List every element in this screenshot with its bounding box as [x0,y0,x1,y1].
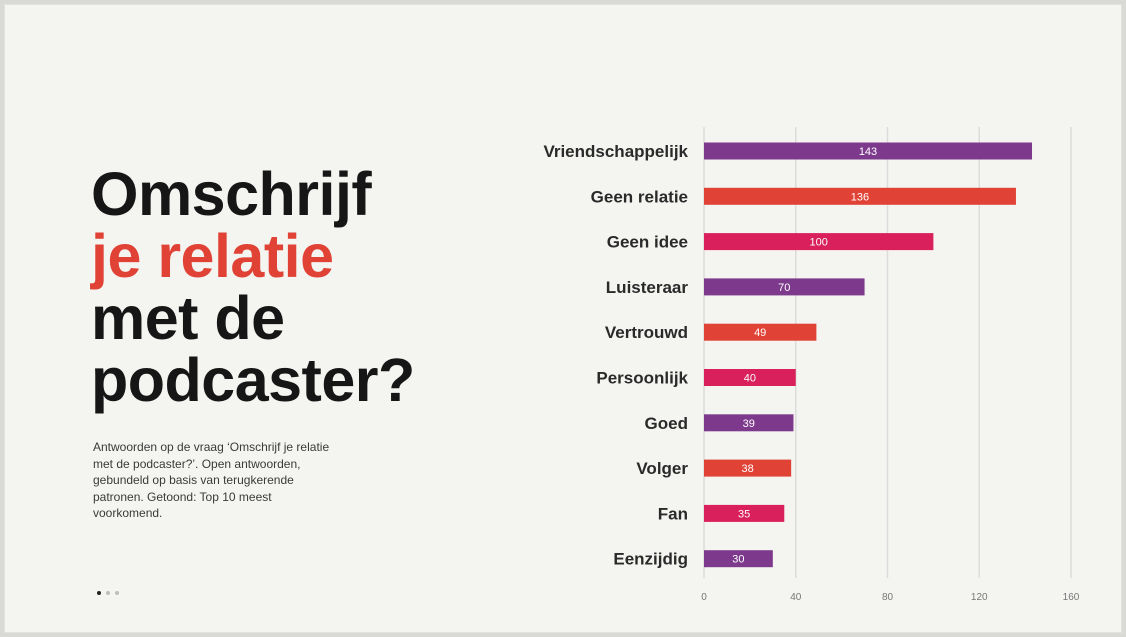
category-label: Volger [636,459,688,478]
category-labels: Vriendschappelijk Geen relatie Geen idee Lu… [543,142,688,569]
bar-geen-relatie [704,187,1016,205]
bar-value-label: 40 [744,373,756,385]
category-label: Persoonlijk [596,369,688,388]
category-label: Geen idee [607,233,688,252]
bar-volger [704,459,792,477]
bar-vertrouwd [704,323,817,341]
bar-luisteraar [704,278,865,296]
category-label: Fan [658,504,688,523]
title-line-3: met de [91,284,285,352]
title-line-1: Omschrijf [91,160,372,228]
pagination-dot-2[interactable] [106,591,110,595]
bar-value-label: 38 [741,463,753,475]
x-tick-label: 40 [790,592,802,603]
category-label: Vertrouwd [605,323,688,342]
category-label: Geen relatie [591,187,688,206]
page-title: Omschrijf je relatie met de podcaster? [91,163,415,411]
category-label: Goed [645,414,688,433]
bar-fan [704,504,785,522]
x-axis-ticks: 0 40 80 120 160 [701,592,1080,603]
bar-value-label: 39 [743,418,755,430]
title-line-2-accent: je relatie [91,222,334,290]
x-tick-label: 80 [882,592,894,603]
bar-eenzijdig [704,550,773,568]
title-line-4: podcaster? [91,346,415,414]
bar-persoonlijk [704,369,796,386]
slide-pagination[interactable] [97,591,119,595]
bar-goed [704,414,794,432]
x-tick-label: 120 [971,592,988,603]
category-label: Eenzijdig [613,550,688,569]
pagination-dot-1[interactable] [97,591,101,595]
bar-geen-idee [704,233,934,251]
bar-value-label: 143 [859,146,877,158]
category-label: Luisteraar [606,278,689,297]
bar-value-label: 30 [732,554,744,566]
bar-value-label: 70 [778,282,790,294]
pagination-dot-3[interactable] [115,591,119,595]
bar-value-label: 136 [851,191,869,203]
bar-vriendschappelijk [704,142,1033,160]
x-tick-label: 160 [1063,592,1080,603]
category-label: Vriendschappelijk [543,142,688,161]
bar-value-label: 35 [738,508,750,520]
chart-description: Antwoorden op de vraag ‘Omschrijf je rel… [93,440,330,520]
bar-value-label: 49 [754,327,766,339]
x-tick-label: 0 [701,592,707,603]
bars: 143 136 100 70 49 40 39 38 35 30 [704,142,1033,568]
slide: Omschrijf je relatie met de podcaster? A… [4,4,1122,633]
bar-value-label: 100 [810,237,828,249]
